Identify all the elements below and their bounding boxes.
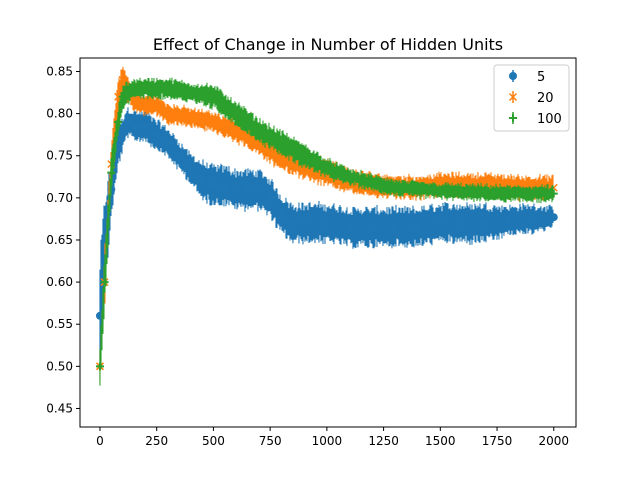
data-point (141, 84, 150, 93)
data-point (481, 219, 490, 228)
legend: 5 20 100 (493, 64, 570, 132)
data-point (141, 122, 150, 131)
legend-marker (509, 72, 517, 80)
x-tick-label: 1000 (312, 434, 343, 448)
data-point (198, 177, 207, 185)
y-tick-label: 0.50 (46, 359, 73, 373)
data-point (288, 219, 297, 228)
data-point (459, 187, 468, 196)
data-point (413, 185, 422, 194)
data-point (504, 216, 513, 225)
data-point (95, 362, 104, 371)
data-point (130, 84, 139, 93)
data-point (152, 130, 161, 139)
series-layer (95, 66, 558, 386)
legend-label: 100 (537, 112, 562, 127)
y-axis: 0.45 0.50 0.55 0.60 0.65 0.70 0.75 0.80 0.85 (46, 64, 80, 415)
data-point (118, 92, 127, 101)
data-point (266, 193, 275, 202)
data-point (186, 88, 195, 97)
data-point (345, 223, 354, 232)
y-tick-label: 0.75 (46, 149, 73, 163)
data-point (504, 189, 513, 198)
y-tick-label: 0.65 (46, 233, 73, 247)
data-point (123, 118, 132, 127)
data-point (345, 172, 354, 181)
data-point (220, 181, 229, 190)
data-point (322, 219, 331, 228)
legend-label: 5 (537, 70, 545, 85)
data-point (277, 139, 286, 148)
legend-item-100: 100 (509, 112, 562, 127)
data-point (164, 84, 173, 93)
data-point (164, 139, 173, 148)
data-point (164, 109, 173, 118)
legend-item-20: 20 (508, 91, 554, 106)
data-point (527, 214, 536, 223)
data-point (232, 109, 241, 118)
axes-frame (79, 57, 577, 428)
legend-label: 20 (537, 91, 554, 106)
y-tick-label: 0.45 (46, 401, 73, 415)
data-point (277, 210, 286, 219)
x-tick-label: 2000 (538, 434, 569, 448)
x-tick-label: 750 (259, 434, 282, 448)
data-point (232, 126, 241, 135)
data-point (436, 187, 445, 196)
data-point (118, 75, 127, 84)
data-point (232, 185, 241, 194)
data-point (527, 189, 536, 198)
y-tick-label: 0.70 (46, 191, 73, 205)
series-100 (95, 77, 558, 386)
x-tick-label: 1750 (482, 434, 513, 448)
data-point (322, 164, 331, 173)
data-point (390, 183, 399, 192)
x-tick-label: 0 (96, 434, 104, 448)
data-point (152, 101, 161, 110)
data-point (243, 185, 252, 194)
data-point (186, 113, 195, 122)
y-tick-label: 0.80 (46, 107, 73, 121)
data-point (254, 185, 263, 194)
legend-item-5: 5 (509, 70, 545, 85)
data-point (549, 189, 558, 198)
data-point (132, 122, 141, 131)
data-point (413, 223, 422, 232)
data-point (368, 223, 377, 232)
y-tick-label: 0.60 (46, 275, 73, 289)
data-point (300, 219, 309, 228)
legend-marker (509, 114, 517, 122)
data-point (141, 101, 150, 110)
data-point (459, 219, 468, 228)
data-point (390, 223, 399, 232)
x-tick-label: 500 (202, 434, 225, 448)
data-point (100, 278, 109, 287)
legend-marker (508, 92, 518, 102)
x-tick-label: 1500 (425, 434, 456, 448)
x-axis: 0 250 500 750 1000 1250 1500 1750 2000 (96, 427, 569, 448)
x-tick-label: 1250 (368, 434, 399, 448)
data-point (114, 118, 123, 127)
data-point (107, 168, 116, 177)
data-point (368, 178, 377, 187)
data-point (175, 151, 184, 160)
y-tick-label: 0.85 (46, 64, 73, 78)
x-tick-label: 250 (145, 434, 168, 448)
data-point (209, 181, 218, 190)
data-point (481, 188, 490, 197)
data-point (209, 117, 218, 127)
chart-title: Effect of Change in Number of Hidden Uni… (153, 35, 503, 54)
data-point (186, 164, 195, 173)
y-tick-label: 0.55 (46, 317, 73, 331)
data-point (300, 151, 309, 160)
data-point (254, 126, 263, 135)
data-point (129, 96, 139, 105)
data-point (209, 92, 218, 101)
data-point (436, 219, 445, 228)
data-point (549, 213, 558, 222)
